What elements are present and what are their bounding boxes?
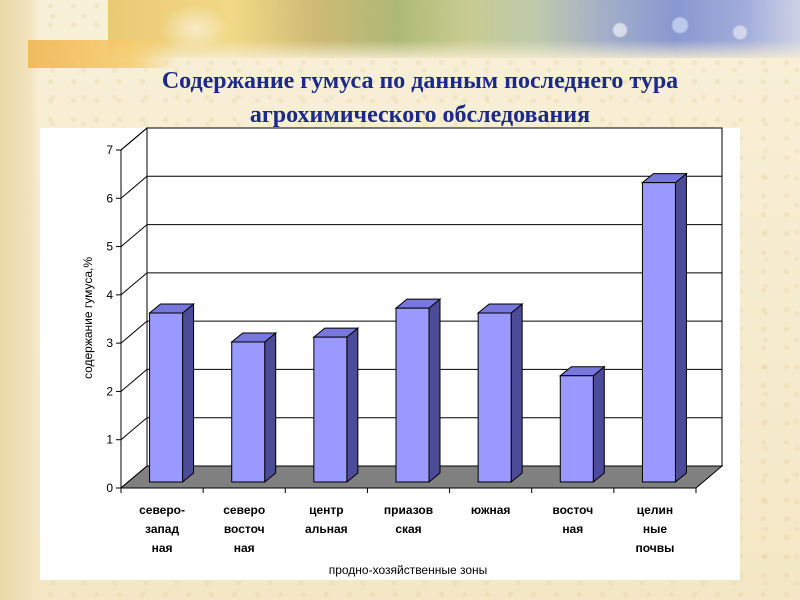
slide-left-border [0,0,40,600]
x-tick-label-line: центр [309,503,344,517]
bar-front-face [559,375,594,483]
y-tick-label: 2 [106,384,113,398]
x-tick-label-line: приазов [384,503,433,517]
y-tick-label: 5 [106,240,113,254]
bar-4 [394,298,442,484]
gridline [120,224,722,247]
slide-title-line-1: Содержание гумуса по данным последнего т… [161,68,679,94]
x-tick-label: целин ные почвы [635,503,674,555]
bar-side-face [428,298,441,484]
x-tick-label-line: северо [223,503,265,517]
bar-side-face [674,172,687,484]
y-tick-label: 7 [106,143,113,157]
bar-front-face [395,307,430,483]
x-tick-label-line: альная [305,522,348,536]
x-tick-label-line: почвы [635,541,674,555]
x-tick-label-line: ная [234,541,255,555]
x-tick-label-line: северо- [139,503,185,517]
bar-front-face [641,182,676,483]
gridline [120,175,722,199]
y-tick-label: 4 [106,288,113,302]
y-tick-label: 6 [106,191,113,205]
bar-3 [312,327,360,484]
x-tick-label: приазов ская [384,503,433,536]
bar-front-face [149,312,184,483]
x-tick-label-line: южная [471,503,511,517]
bar-side-face [182,302,195,484]
bars [148,172,688,484]
x-tick-label: южная [471,503,511,517]
gridline [120,272,722,296]
x-tick-label: восточ ная [552,503,593,536]
x-tick-label-line: ская [395,522,421,536]
banner-orange-accent [28,40,178,68]
x-tick-label-line: ная [562,522,583,536]
bar-6 [558,365,606,484]
bar-front-face [231,341,266,483]
x-tick-label: центр альная [305,503,348,536]
plot-side-wall-panel [120,126,148,490]
gridline [120,417,722,441]
x-tick-label: северо восточ ная [223,503,265,555]
y-tick-label: 3 [106,336,113,350]
x-tick-label-line: ная [152,541,173,555]
x-tick-label-line: ные [643,522,667,536]
gridline [120,368,722,392]
bar-7 [641,172,688,484]
slide-title: Содержание гумуса по данным последнего т… [40,64,800,132]
y-axis: 0 1 2 3 4 5 6 7 [106,143,122,495]
y-tick-label: 1 [106,433,113,447]
y-tick-label: 0 [106,481,113,495]
bar-front-face [313,336,348,483]
banner-fade [108,40,800,58]
x-tick-label-line: восточ [552,503,593,517]
x-tick-label-line: восточ [224,522,265,536]
y-axis-label: содержание гумуса,% [81,257,95,379]
bar-front-face [477,312,512,483]
gridline [120,127,722,151]
bar-side-face [346,327,359,484]
bar-side-face [510,302,523,484]
x-tick-label-line: запад [145,522,179,536]
bar-side-face [592,365,605,484]
slide-title-line-2: агрохимического обследования [249,102,591,128]
x-tick-label-line: целин [637,503,673,517]
x-tick-label: северо-запад ная [139,503,185,555]
bar-1 [148,302,195,484]
bar-5 [476,302,524,484]
gridline [120,320,722,344]
x-axis: северо-запад ная северо восточ ная центр альна… [120,487,697,555]
bar-2 [230,331,278,484]
bar-side-face [264,331,277,484]
x-axis-label: продно-хозяйственные зоны [329,563,488,577]
